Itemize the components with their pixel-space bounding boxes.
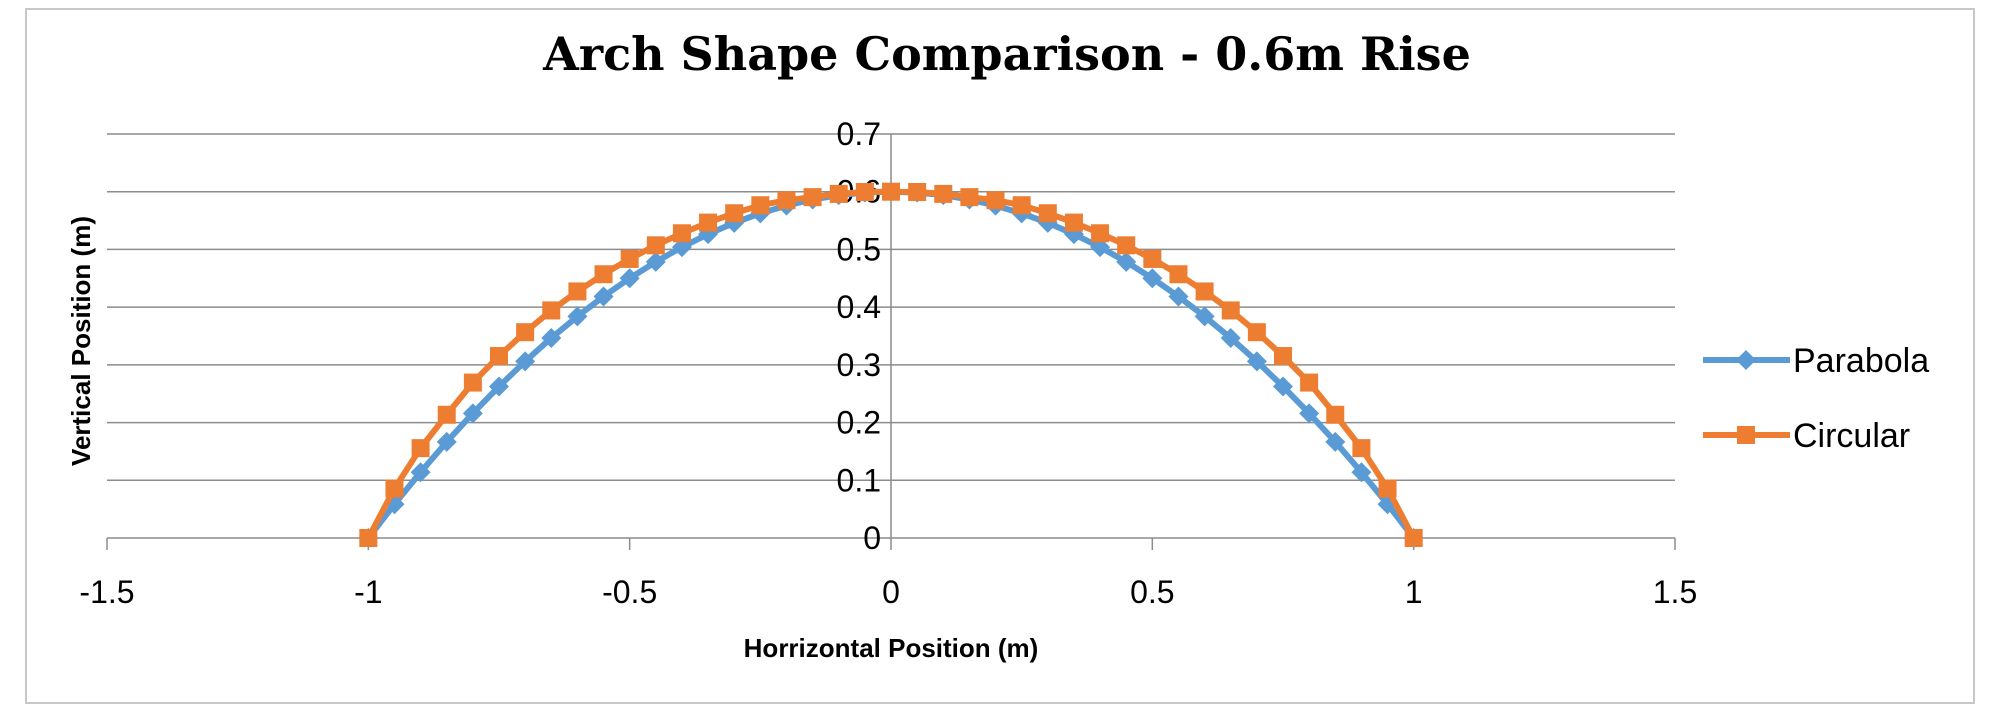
legend-marker [1737, 426, 1755, 444]
circular-point [1143, 249, 1162, 268]
circular-point [855, 183, 874, 202]
circular-point [908, 183, 927, 202]
y-axis-title: Vertical Position (m) [66, 216, 96, 466]
circular-point [803, 188, 822, 207]
circular-point [1012, 196, 1031, 215]
circular-point [1300, 373, 1319, 392]
circular-point [516, 323, 535, 342]
x-axis-title: Horrizontal Position (m) [744, 633, 1039, 663]
circular-point [986, 191, 1005, 210]
parabola-point [436, 431, 457, 452]
parabola-point [1299, 403, 1320, 424]
circular-point [1221, 301, 1240, 320]
circular-point [620, 249, 639, 268]
legend-item-circular: Circular [1703, 417, 1910, 455]
legend-item-parabola: Parabola [1703, 342, 1929, 380]
legend: Parabola Circular [1703, 342, 1929, 455]
circular-point [934, 184, 953, 203]
x-tick-label: 0.5 [1130, 574, 1174, 610]
parabola-point [1273, 376, 1293, 397]
circular-point [1247, 323, 1266, 342]
x-tick-label: 1 [1405, 574, 1423, 610]
circular-point [1038, 204, 1057, 223]
parabola-point [1246, 351, 1267, 372]
parabola-point [645, 251, 666, 272]
circular-point [1404, 529, 1423, 547]
x-tick-label: -0.5 [602, 574, 657, 610]
circular-point [1326, 405, 1345, 424]
circular-point [437, 405, 456, 424]
parabola-point [1220, 328, 1241, 349]
circular-point [463, 373, 482, 392]
parabola-point [410, 462, 431, 483]
circular-point [1274, 347, 1292, 366]
circular-point [490, 347, 508, 366]
chart-frame [25, 8, 1975, 704]
circular-point [594, 265, 613, 284]
parabola-point [1194, 306, 1215, 327]
circular-point [542, 301, 561, 320]
y-tick-label: 0.2 [837, 405, 881, 441]
parabola-point [1325, 431, 1346, 452]
tick-labels: 00.10.20.30.40.50.60.7-1.5-1-0.500.511.5 [79, 116, 1697, 610]
circular-point [672, 224, 691, 243]
circular-point [882, 182, 900, 201]
circular-point [1117, 236, 1136, 255]
circular-point [751, 196, 770, 215]
parabola-point [462, 403, 483, 424]
circular-point [1091, 224, 1110, 243]
parabola-point [619, 268, 640, 289]
parabola-point [567, 306, 588, 327]
x-tick-label: 0 [882, 574, 900, 610]
circular-point [960, 188, 979, 207]
circular-point [699, 213, 718, 232]
series-circular [359, 182, 1423, 547]
parabola-point [1351, 462, 1372, 483]
circular-point [1169, 265, 1188, 284]
circular-point [1378, 479, 1397, 498]
series-group [358, 181, 1424, 548]
circular-point [646, 236, 665, 255]
circular-point [1195, 282, 1214, 301]
circular-point [411, 439, 430, 458]
x-tick-label: -1 [354, 574, 382, 610]
circular-point [568, 282, 587, 301]
circular-point [829, 184, 848, 203]
y-tick-label: 0.1 [837, 462, 881, 498]
parabola-point [1168, 286, 1189, 307]
x-tick-label: -1.5 [79, 574, 134, 610]
parabola-point [515, 351, 536, 372]
circular-point [725, 204, 744, 223]
legend-label: Parabola [1793, 342, 1929, 380]
legend-label: Circular [1793, 417, 1910, 455]
circular-point [385, 479, 404, 498]
y-tick-label: 0.3 [837, 347, 881, 383]
parabola-point [1116, 251, 1137, 272]
parabola-point [489, 376, 509, 397]
y-tick-label: 0.7 [837, 116, 881, 152]
legend-marker [1736, 350, 1756, 370]
circular-point [1064, 213, 1083, 232]
parabola-point [541, 328, 562, 349]
y-tick-label: 0.5 [837, 231, 881, 267]
y-tick-label: 0 [863, 520, 881, 556]
chart-title: Arch Shape Comparison - 0.6m Rise [542, 27, 1471, 81]
y-tick-label: 0.4 [837, 289, 881, 325]
circular-point [777, 191, 796, 210]
x-tick-label: 1.5 [1653, 574, 1697, 610]
parabola-point [593, 286, 614, 307]
parabola-point [1142, 268, 1163, 289]
circular-point [1352, 439, 1371, 458]
circular-point [359, 529, 378, 547]
